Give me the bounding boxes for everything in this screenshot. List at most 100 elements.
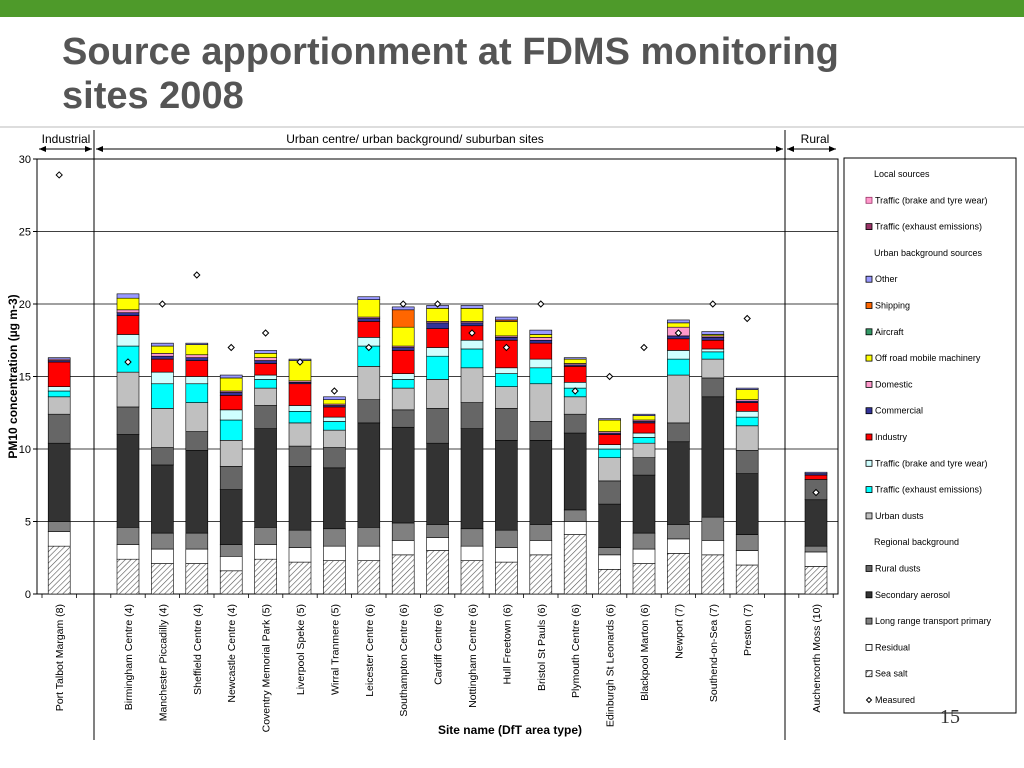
bar-segment [47,545,71,595]
bar-segment [563,413,587,434]
bar-segment [219,374,243,379]
bar-segment [460,308,484,322]
bar-segment [529,439,553,525]
bar-segment [495,373,518,387]
bar-segment [735,534,759,551]
bar-segment [254,350,277,354]
bar-segment [529,342,553,360]
bar-segment [254,360,277,364]
bar-segment [391,522,415,541]
bar-segment [185,548,209,564]
bar-segment [116,293,140,299]
bar-segment [804,471,828,474]
bar-segment [116,544,140,560]
bar-segment [426,308,449,322]
bar-segment [563,534,587,595]
bar-segment [391,426,415,524]
bar-segment [151,447,174,466]
measured-point [468,329,476,337]
x-category-label: Southampton Centre (6) [398,604,410,717]
group-label: Urban centre/ urban background/ suburban… [286,132,544,146]
legend-label: Rural dusts [875,564,921,574]
bar-segment [357,299,381,318]
bar-segment [426,550,449,595]
bar-segment [391,347,415,351]
bar-segment [254,544,277,560]
x-category-label: Auchencorth Moss (10) [811,604,823,713]
bar-segment [219,409,243,421]
bar-segment [495,321,518,337]
bar-segment [219,395,243,411]
bar-segment [185,383,209,403]
bar-segment [426,379,449,409]
bar-segment [391,409,415,428]
measured-point [812,488,820,497]
bar-segment [323,406,346,418]
bar-segment [323,429,346,448]
y-tick-label: 20 [19,299,31,311]
bar-segment [357,545,381,561]
bar-segment [495,367,518,374]
bar-segment [288,466,312,531]
bar-segment [701,540,725,556]
bar-segment [116,309,140,313]
y-tick-label: 5 [25,517,31,529]
bar-segment [701,377,725,398]
bar-segment [632,442,656,459]
bar-segment [563,381,587,389]
bar-segment [185,344,209,356]
measured-point [743,314,751,323]
legend-label: Long range transport primary [875,616,992,626]
bar-segment [667,350,690,360]
bar-segment [735,550,759,566]
bar-segment [701,331,725,335]
y-tick-label: 30 [19,154,31,166]
bar-segment [323,416,346,422]
measured-point [537,300,545,308]
legend-swatch [865,223,873,231]
bar-segment [632,437,656,444]
bar-segment [288,383,312,406]
bar-segment [460,560,484,595]
bar-segment [701,554,725,595]
bar-segment [804,551,828,567]
legend-heading: Urban background sources [874,248,983,258]
legend-swatch [865,565,873,572]
bar-segment [254,387,277,406]
legend-label: Shipping [875,301,910,311]
legend-label: Traffic (exhaust emissions) [875,485,982,495]
bar-segment [563,396,587,415]
bar-segment [288,410,312,424]
measured-point [261,329,270,337]
bar-segment [667,441,690,525]
bar-segment [116,558,140,595]
bar-segment [735,387,759,390]
bar-segment [529,367,553,385]
x-category-label: Liverpool Speke (5) [295,604,307,695]
bar-segment [426,442,449,525]
bar-segment [219,439,243,467]
bar-segment [598,419,621,432]
bar-segment [288,529,312,548]
arrowhead-left [39,146,46,152]
x-category-label: Bristol St Pauls (6) [536,604,548,691]
measured-point [158,300,167,308]
bar-segment [288,445,312,467]
bar-segment [185,354,209,358]
bar-segment [426,328,449,348]
bar-segment [391,540,415,556]
bar-segment [357,366,381,401]
bar-segment [151,355,174,360]
bar-segment [391,373,415,380]
bar-segment [529,540,553,556]
x-category-label: Newcastle Centre (4) [226,604,238,703]
bar-segment [288,561,312,595]
bar-segment [632,532,656,550]
measured-point [674,329,683,337]
legend-swatch [865,302,873,309]
bar-segment [47,386,71,392]
bar-segment [219,555,243,572]
x-category-label: Newport (7) [673,604,685,659]
bar-segment [632,422,656,434]
bar-segment [701,337,725,341]
